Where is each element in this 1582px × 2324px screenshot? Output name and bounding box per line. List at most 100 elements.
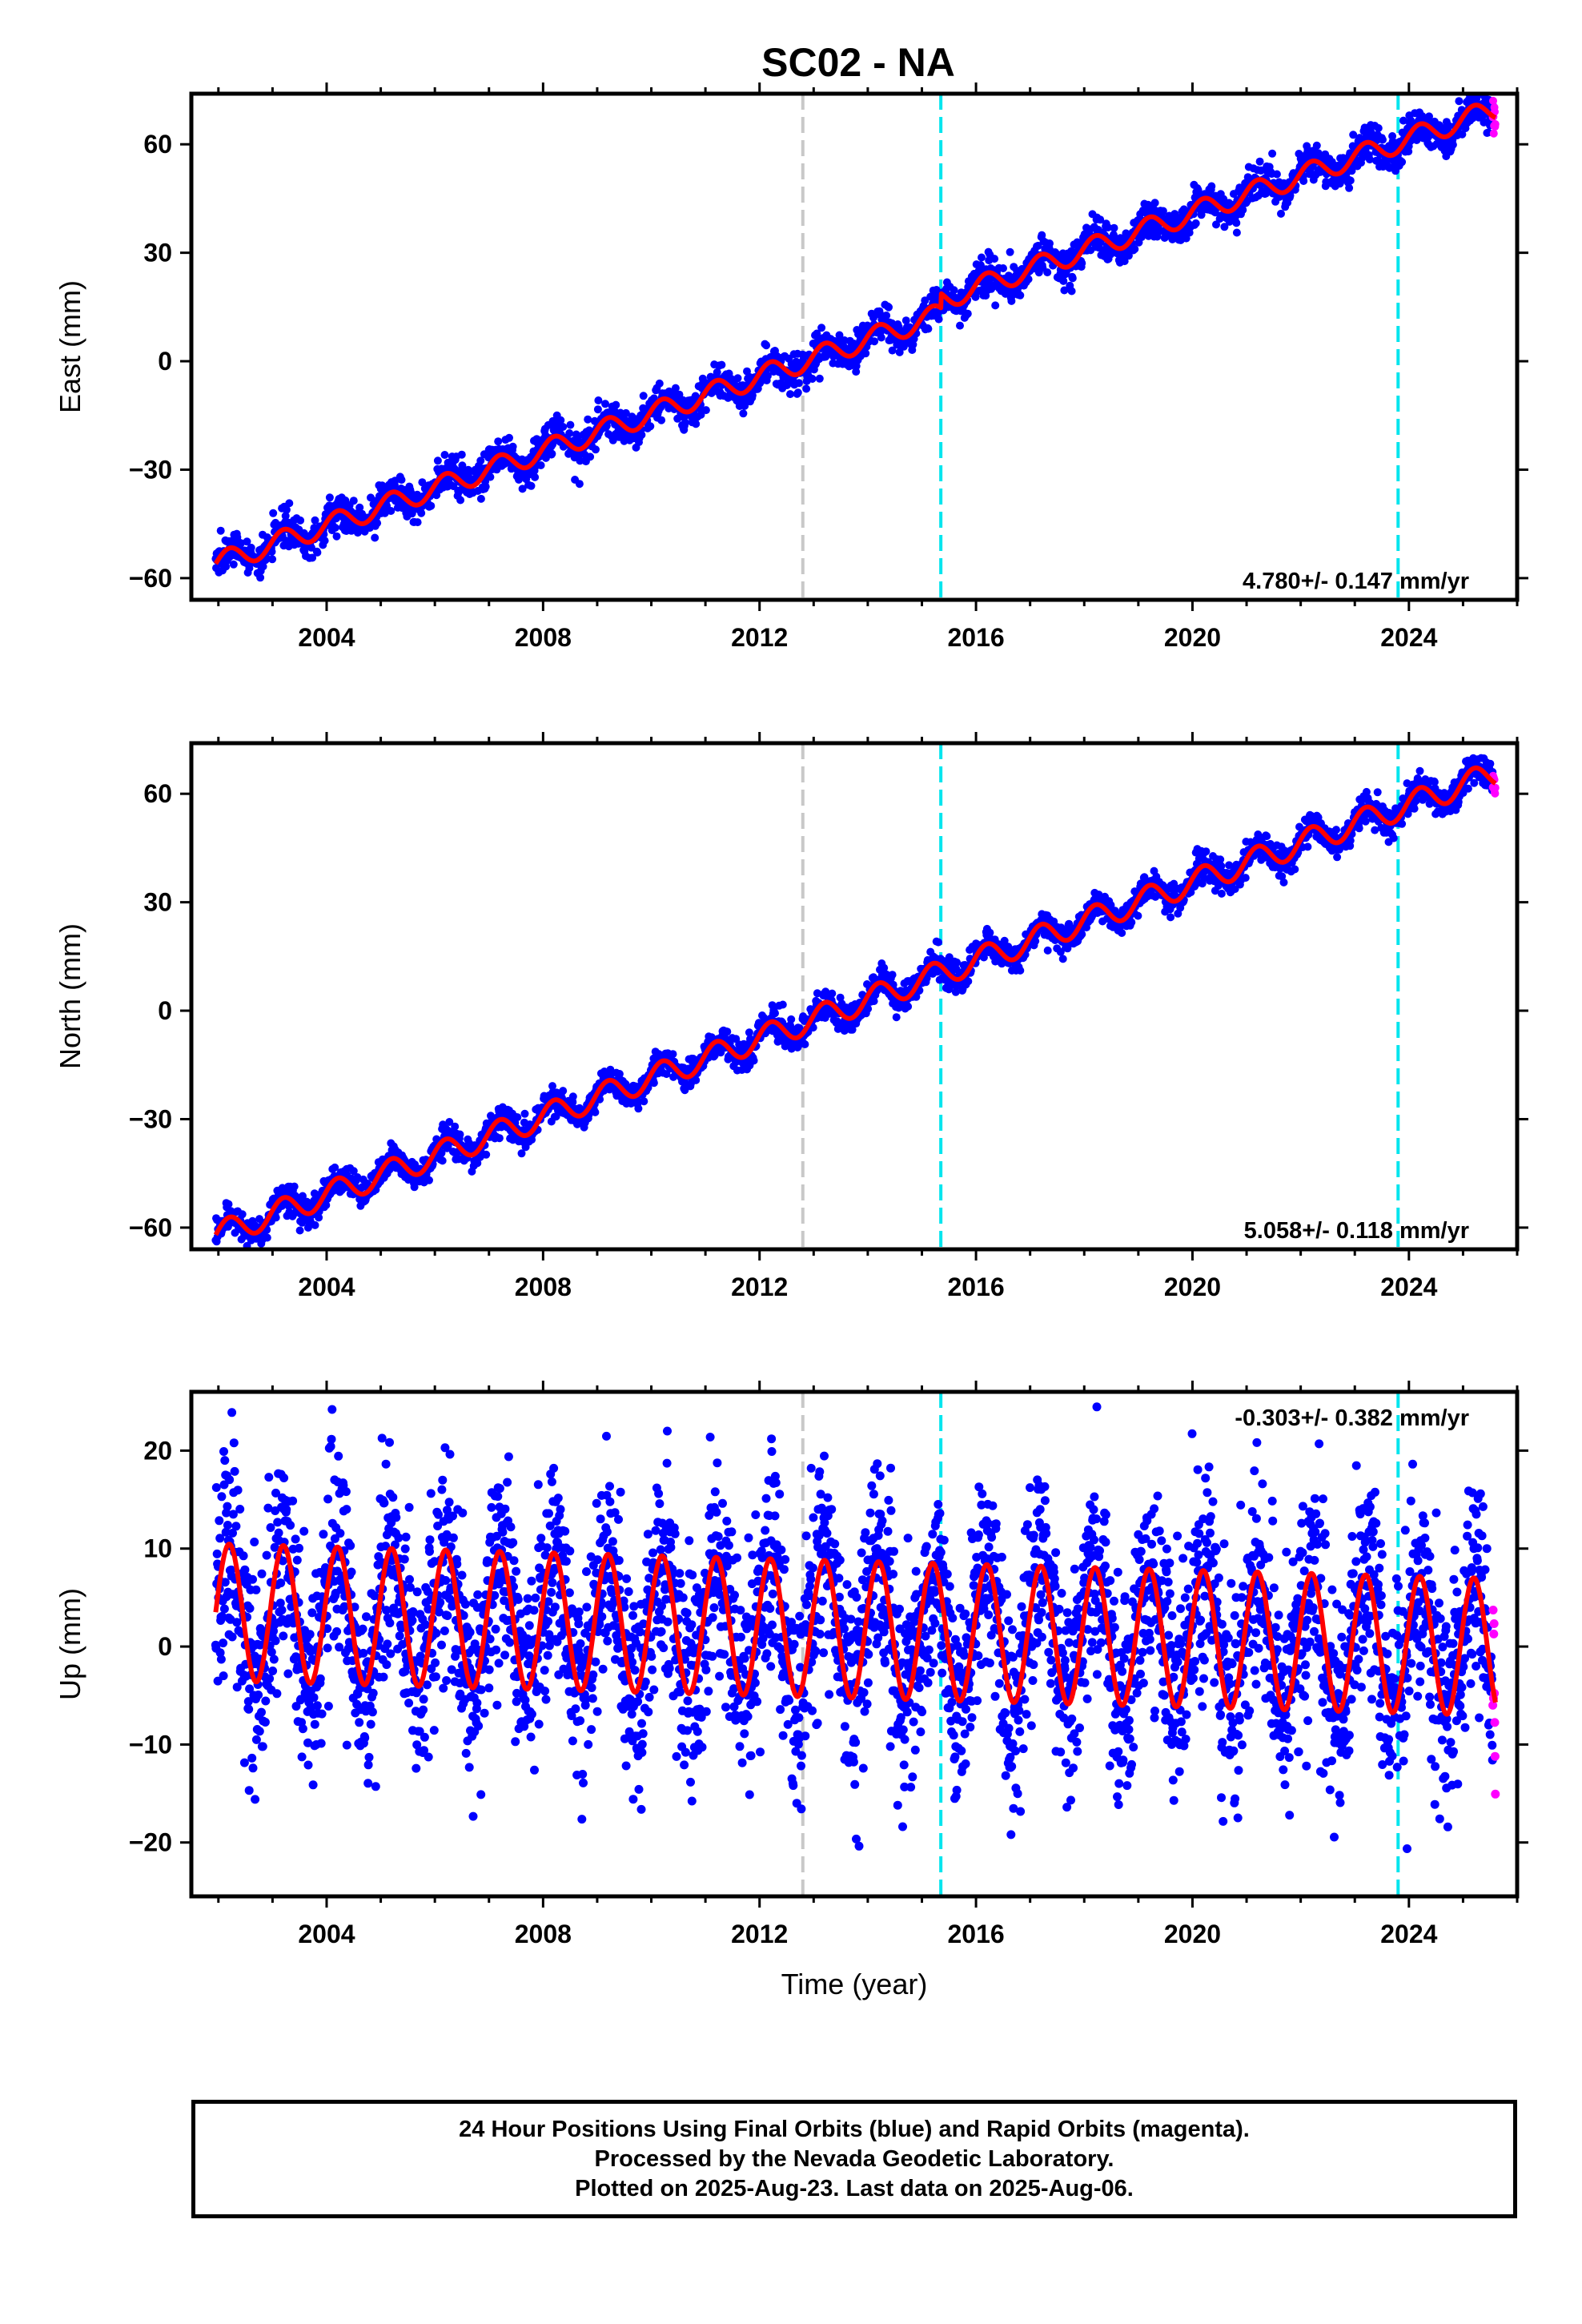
north-point [559, 1087, 568, 1096]
east-point [1078, 259, 1086, 267]
east-point [267, 547, 276, 556]
east-xtick-label: 2012 [731, 623, 788, 652]
east-point [701, 406, 710, 415]
north-point [290, 1182, 299, 1191]
east-point [763, 372, 772, 380]
east-point [311, 516, 319, 525]
east-point [877, 333, 885, 342]
east-point [320, 537, 329, 545]
east-ytick-label: 60 [143, 130, 172, 159]
east-point [1379, 135, 1387, 144]
east-point [681, 418, 689, 427]
east-xtick-label: 2004 [298, 623, 355, 652]
north-point [311, 1220, 319, 1229]
east-point [713, 368, 721, 376]
east-point [675, 390, 684, 399]
north-point [438, 1156, 447, 1165]
east-point [991, 301, 1000, 310]
east-point [956, 321, 964, 330]
east-point [1068, 274, 1077, 283]
east-point [1232, 219, 1241, 227]
east-point [802, 384, 811, 393]
east-point [397, 476, 406, 485]
east-point [1232, 228, 1241, 237]
east-point [1345, 183, 1354, 192]
east-point [237, 539, 245, 548]
north-point [892, 1013, 901, 1022]
east-point [950, 286, 958, 295]
east-point [1346, 176, 1355, 185]
east-point [245, 564, 254, 573]
east-point [484, 453, 493, 462]
east-point [637, 431, 646, 439]
north-point [495, 1134, 504, 1143]
east-point [1491, 120, 1500, 128]
north-point [520, 1109, 529, 1118]
east-point [733, 374, 742, 383]
east-point [815, 374, 824, 383]
north-point [1016, 966, 1025, 975]
east-point [852, 368, 861, 376]
east-plot-area [211, 77, 1500, 600]
east-point [885, 303, 893, 312]
east-point [518, 485, 527, 493]
north-point [888, 971, 897, 979]
east-point [739, 409, 748, 418]
north-point [787, 1015, 796, 1023]
east-point [1398, 158, 1407, 167]
north-point [263, 1233, 271, 1242]
east-point [486, 472, 495, 481]
east-point [646, 422, 655, 431]
east-point [387, 507, 396, 515]
east-point [282, 505, 291, 514]
north-point [1134, 911, 1142, 920]
north-point [425, 1176, 433, 1184]
east-point [592, 445, 600, 454]
north-point [1166, 913, 1175, 922]
east-point [566, 420, 575, 429]
north-point [1127, 918, 1136, 927]
east-point [268, 555, 277, 564]
east-point [548, 449, 556, 458]
east-point [1448, 140, 1457, 149]
north-point [1058, 955, 1067, 963]
east-point [888, 346, 897, 355]
east-point [216, 526, 225, 535]
east-point [1034, 241, 1042, 250]
east-point [1374, 124, 1383, 132]
east-point [1470, 77, 1478, 85]
north-point [778, 1000, 787, 1009]
east-point [307, 543, 315, 552]
east-point [1489, 129, 1498, 138]
east-ytick-label: 30 [143, 239, 172, 267]
east-point [407, 489, 416, 497]
east-point [371, 533, 379, 542]
north-point [295, 1226, 304, 1235]
north-point [904, 1002, 913, 1011]
east-point [332, 532, 341, 541]
east-point [355, 503, 364, 512]
east-point [527, 481, 536, 490]
east-point [748, 391, 757, 400]
east-point [999, 264, 1007, 272]
east-ytick-label: −60 [129, 564, 172, 593]
east-point [222, 562, 231, 571]
figure-title: SC02 - NA [761, 40, 955, 85]
north-point [953, 958, 961, 967]
east-point [476, 456, 485, 465]
east-point [593, 405, 602, 414]
north-point [591, 1108, 600, 1116]
east-rate-label: 4.780+/- 0.147 mm/yr [1243, 569, 1469, 594]
east-xtick-label: 2016 [947, 623, 1004, 652]
east-point [531, 472, 540, 481]
east-point [717, 360, 726, 369]
east-point [1299, 177, 1308, 185]
north-point [801, 1040, 809, 1048]
east-point [1130, 245, 1139, 253]
east-point [269, 509, 278, 517]
east-point [813, 329, 821, 338]
east-point [1060, 286, 1069, 295]
north-point [964, 977, 973, 986]
